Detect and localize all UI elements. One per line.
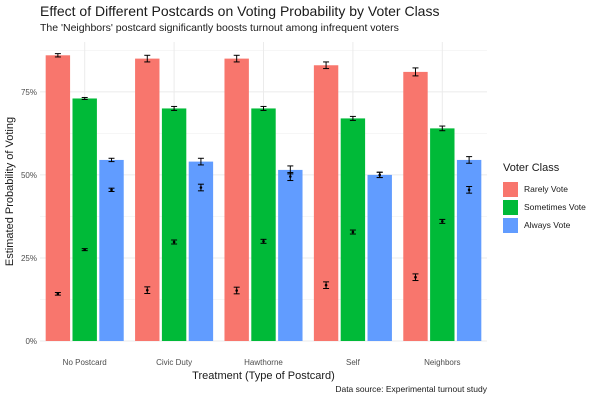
legend-swatch — [503, 217, 518, 233]
estimate-point — [172, 240, 176, 244]
bar-rarely-vote — [403, 71, 428, 342]
chart-title: Effect of Different Postcards on Voting … — [40, 3, 440, 19]
legend-items: Rarely Vote Sometimes Vote Always Vote — [503, 180, 586, 234]
bar-sometimes-vote — [430, 128, 455, 341]
bar-always-vote — [367, 174, 392, 341]
estimate-point — [56, 292, 60, 296]
y-axis-title: Estimated Probability of Voting — [4, 117, 16, 266]
y-tick-label: 0% — [25, 337, 37, 346]
legend-label: Sometimes Vote — [524, 202, 586, 212]
legend: Voter Class Rarely Vote Sometimes Vote Alw… — [503, 162, 586, 234]
x-tick-label: Neighbors — [424, 358, 460, 367]
legend-item: Always Vote — [503, 216, 586, 234]
x-tick-label: No Postcard — [63, 358, 107, 367]
estimate-point — [378, 173, 382, 177]
bar-sometimes-vote — [251, 108, 276, 341]
legend-item: Sometimes Vote — [503, 198, 586, 216]
estimate-point — [289, 175, 292, 178]
bar-always-vote — [99, 159, 124, 341]
bar-rarely-vote — [224, 58, 249, 341]
estimate-point — [324, 283, 328, 287]
bar-always-vote — [278, 169, 303, 341]
bar-sometimes-vote — [161, 108, 187, 341]
chart-caption: Data source: Experimental turnout study — [335, 384, 487, 394]
estimate-point — [235, 289, 238, 292]
estimate-point — [351, 230, 355, 234]
legend-title: Voter Class — [503, 162, 560, 174]
estimate-point — [199, 186, 203, 189]
y-tick-label: 50% — [21, 171, 37, 180]
estimate-point — [262, 240, 265, 243]
chart-subtitle: The 'Neighbors' postcard significantly b… — [40, 22, 399, 34]
estimate-point — [414, 275, 417, 279]
legend-label: Always Vote — [524, 220, 571, 230]
legend-item: Rarely Vote — [503, 180, 586, 198]
y-tick-label: 25% — [21, 254, 37, 263]
bar-sometimes-vote — [72, 98, 97, 341]
y-tick-label: 75% — [21, 88, 37, 97]
estimate-point — [110, 188, 113, 192]
bar-always-vote — [188, 161, 214, 341]
bar-rarely-vote — [45, 55, 71, 342]
x-tick-label: Civic Duty — [156, 358, 192, 367]
estimate-point — [441, 220, 444, 223]
bar-rarely-vote — [313, 65, 339, 341]
legend-swatch — [503, 181, 518, 197]
x-axis-title: Treatment (Type of Postcard) — [192, 370, 335, 382]
x-tick-label: Hawthorne — [244, 358, 283, 367]
estimate-point — [145, 288, 149, 292]
x-tick-label: Self — [346, 358, 361, 367]
legend-swatch — [503, 199, 518, 215]
bar-rarely-vote — [135, 58, 160, 341]
estimate-point — [83, 248, 86, 251]
legend-label: Rarely Vote — [524, 184, 568, 194]
estimate-point — [467, 188, 471, 192]
